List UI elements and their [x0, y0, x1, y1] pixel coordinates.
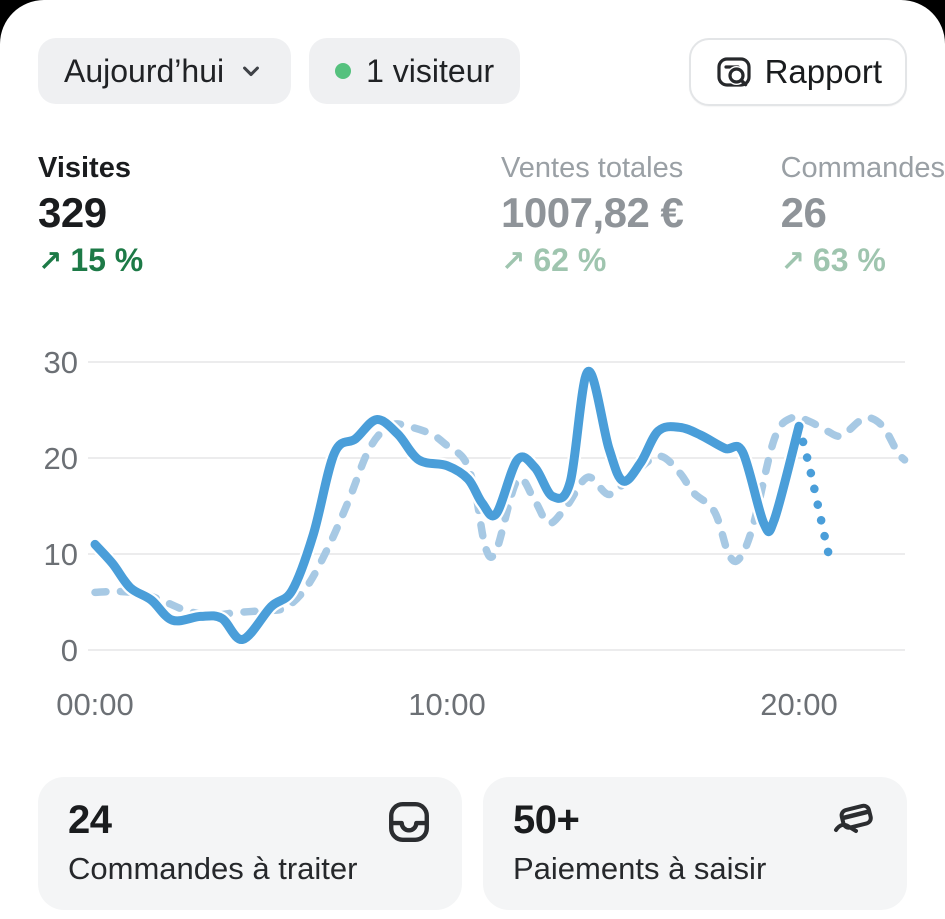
svg-text:0: 0: [61, 633, 78, 668]
metric-delta-value: 62 %: [533, 242, 607, 278]
metric-delta: ↗ 62 %: [501, 240, 781, 281]
metric-value: 1007,82 €: [501, 189, 684, 236]
orders-to-fulfill-card[interactable]: 24 Commandes à traiter: [38, 777, 462, 910]
header-bar: Aujourd’hui 1 visiteur: [0, 0, 945, 106]
live-visitors-button[interactable]: 1 visiteur: [309, 38, 521, 104]
metrics-row: Visites 329 ↗ 15 % Ventes totales 1007,8…: [0, 150, 945, 281]
metric-value: 329: [38, 189, 107, 236]
metric-delta-value: 63 %: [812, 242, 886, 278]
date-range-button[interactable]: Aujourd’hui: [38, 38, 292, 104]
chart-series-lines: [88, 364, 909, 647]
report-button-label: Rapport: [764, 53, 882, 90]
payments-to-capture-count: 50+: [513, 798, 580, 842]
metric-delta-value: 15 %: [70, 242, 144, 278]
chart-area-fill: [95, 371, 831, 650]
metric-total-sales[interactable]: Ventes totales 1007,82 € ↗ 62 %: [501, 150, 781, 281]
metric-label: Ventes totales: [501, 152, 684, 184]
report-search-icon: [714, 52, 754, 92]
trend-up-icon: ↗: [501, 244, 526, 278]
trend-up-icon: ↗: [38, 244, 63, 278]
visits-chart-section: 0 10 20 30 00:00 10:00 20:00: [0, 341, 945, 733]
orders-to-fulfill-count: 24: [68, 798, 112, 842]
svg-text:10:00: 10:00: [408, 687, 486, 722]
card-in-hand-icon: [831, 799, 877, 845]
report-button[interactable]: Rapport: [688, 38, 907, 106]
metric-delta: ↗ 63 %: [781, 240, 945, 281]
trend-up-icon: ↗: [780, 244, 805, 278]
payments-to-capture-label: Paiements à saisir: [513, 851, 767, 886]
visits-line-chart[interactable]: 0 10 20 30 00:00 10:00 20:00: [0, 341, 945, 733]
svg-text:30: 30: [44, 345, 78, 380]
metric-orders[interactable]: Commandes 26 ↗ 63 %: [781, 150, 945, 281]
payments-to-capture-card[interactable]: 50+ Paiements à saisir: [483, 777, 907, 910]
action-cards-row: 24 Commandes à traiter 50+: [0, 777, 945, 910]
orders-tray-icon: [386, 799, 432, 845]
svg-text:20:00: 20:00: [760, 687, 838, 722]
live-visitor-dot-icon: [335, 63, 352, 79]
metric-label: Visites: [38, 152, 131, 184]
chart-axis-labels: 0 10 20 30 00:00 10:00 20:00: [44, 345, 838, 722]
svg-text:00:00: 00:00: [56, 687, 134, 722]
live-visitors-label: 1 visiteur: [366, 52, 495, 89]
metric-delta: ↗ 15 %: [38, 240, 501, 281]
metric-value: 26: [780, 189, 827, 236]
orders-to-fulfill-label: Commandes à traiter: [68, 851, 358, 886]
metric-label: Commandes: [780, 152, 945, 184]
svg-text:10: 10: [44, 537, 78, 572]
date-range-label: Aujourd’hui: [64, 52, 225, 89]
chevron-down-icon: [237, 57, 265, 85]
metric-visits[interactable]: Visites 329 ↗ 15 %: [38, 150, 501, 281]
svg-text:20: 20: [44, 441, 78, 476]
